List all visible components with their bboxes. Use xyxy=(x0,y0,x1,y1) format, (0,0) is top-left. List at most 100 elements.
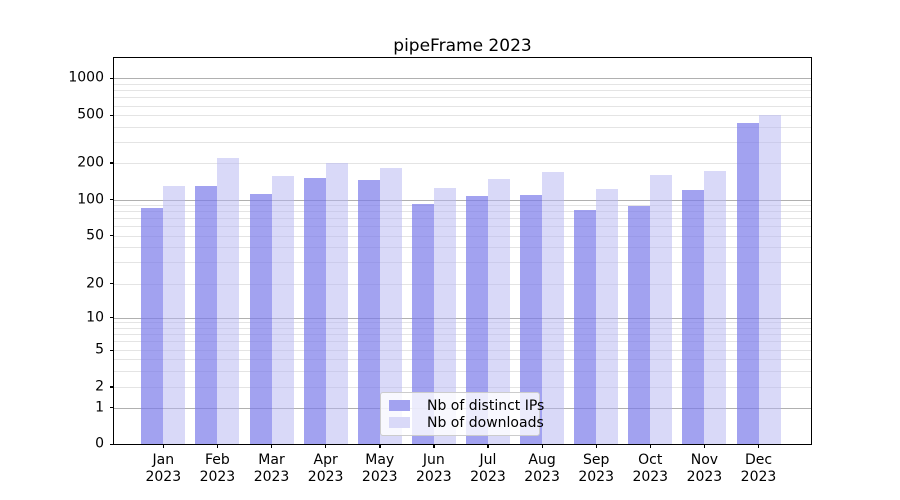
minor-gridline xyxy=(114,247,811,249)
minor-gridline xyxy=(114,283,811,285)
y-tick-label: 20 xyxy=(86,275,104,292)
y-tick-label: 100 xyxy=(77,191,104,208)
minor-gridline xyxy=(114,327,811,329)
bar-downloads xyxy=(650,174,673,444)
y-tick-label: 50 xyxy=(86,227,104,244)
minor-gridline xyxy=(114,262,811,264)
y-tick-label: 2 xyxy=(95,378,104,395)
bar-downloads xyxy=(217,157,240,444)
y-tick-label: 1 xyxy=(95,399,104,416)
x-tick-year: 2023 xyxy=(578,469,614,485)
major-gridline xyxy=(114,78,811,80)
legend-item-downloads: Nb of downloads xyxy=(389,415,544,431)
plot-area: Nb of distinct IPs Nb of downloads 0 1 2 5 1… xyxy=(68,57,812,485)
x-tick-month: Aug xyxy=(528,452,556,468)
bar-downloads xyxy=(325,162,348,444)
minor-gridline xyxy=(114,97,811,99)
bar-downloads xyxy=(163,185,186,444)
x-tick-label: Dec 2023 xyxy=(741,452,777,486)
x-tick-month: Jun xyxy=(422,452,445,468)
x-tick-label: Jan 2023 xyxy=(145,452,181,486)
y-tick-mark xyxy=(110,77,114,80)
bar-distinct-ips xyxy=(249,194,272,444)
x-tick-year: 2023 xyxy=(632,469,669,485)
y-tick-mark xyxy=(110,443,114,445)
y-tick-label: 500 xyxy=(77,107,104,124)
minor-gridline xyxy=(114,226,811,228)
minor-gridline xyxy=(114,341,811,343)
minor-gridline xyxy=(114,90,811,92)
bar-distinct-ips xyxy=(357,179,380,444)
minor-gridline xyxy=(114,334,811,336)
x-tick-label: Feb 2023 xyxy=(200,452,236,486)
x-tick-mark xyxy=(487,444,489,448)
minor-gridline xyxy=(114,126,811,128)
bar-distinct-ips xyxy=(736,123,759,444)
x-tick-mark xyxy=(541,444,543,448)
bar-distinct-ips xyxy=(303,178,326,444)
bar-distinct-ips xyxy=(628,205,651,444)
x-tick-month: Feb xyxy=(205,452,230,468)
major-gridline xyxy=(114,199,811,201)
x-tick-mark xyxy=(379,444,381,448)
minor-gridline xyxy=(114,218,811,220)
minor-gridline xyxy=(114,115,811,117)
x-tick-mark xyxy=(595,444,597,448)
minor-gridline xyxy=(114,370,811,372)
legend-swatch-downloads xyxy=(389,417,410,428)
y-tick-label: 1000 xyxy=(68,69,104,86)
x-tick-month: Apr xyxy=(313,452,338,468)
x-tick-year: 2023 xyxy=(740,469,777,485)
x-tick-month: Sep xyxy=(582,452,610,468)
x-tick-year: 2023 xyxy=(361,469,398,485)
x-tick-mark xyxy=(649,444,652,448)
x-tick-year: 2023 xyxy=(145,469,182,485)
y-tick-mark xyxy=(110,317,114,319)
legend-item-distinct-ips: Nb of distinct IPs xyxy=(389,398,544,414)
x-tick-month: Dec xyxy=(744,452,773,468)
bar-distinct-ips xyxy=(411,203,434,444)
minor-gridline xyxy=(114,141,811,143)
y-tick-mark xyxy=(110,349,114,351)
bar-downloads xyxy=(379,167,402,444)
bar-distinct-ips xyxy=(520,194,543,444)
x-tick-mark xyxy=(216,444,219,448)
x-tick-year: 2023 xyxy=(416,469,452,485)
chart-title: pipeFrame 2023 xyxy=(393,36,532,56)
y-tick-mark xyxy=(110,199,114,201)
x-tick-month: May xyxy=(365,452,395,468)
x-tick-mark xyxy=(758,444,760,448)
minor-gridline xyxy=(114,350,811,351)
bar-downloads xyxy=(542,172,565,444)
y-tick-label: 200 xyxy=(77,154,104,171)
minor-gridline xyxy=(114,358,811,360)
major-gridline xyxy=(114,317,811,319)
x-tick-year: 2023 xyxy=(524,469,560,485)
x-tick-year: 2023 xyxy=(470,469,506,485)
y-tick-label: 10 xyxy=(86,309,104,326)
minor-gridline xyxy=(114,235,811,237)
y-tick-label: 5 xyxy=(95,341,104,358)
x-tick-month: Mar xyxy=(258,452,285,468)
minor-gridline xyxy=(114,211,811,213)
x-tick-label: Apr 2023 xyxy=(308,452,344,486)
x-tick-year: 2023 xyxy=(253,469,290,485)
y-tick-label: 0 xyxy=(95,435,104,452)
bar-distinct-ips xyxy=(195,185,218,444)
minor-gridline xyxy=(114,204,811,206)
minor-gridline xyxy=(114,386,811,388)
bar-downloads xyxy=(704,171,727,444)
x-tick-month: Jul xyxy=(479,452,497,468)
y-tick-mark xyxy=(110,235,114,237)
legend-label: Nb of downloads xyxy=(427,414,544,431)
x-tick-label: Jul 2023 xyxy=(470,452,506,486)
bar-downloads xyxy=(596,188,619,444)
x-tick-label: Jun 2023 xyxy=(416,452,452,486)
x-tick-label: Nov 2023 xyxy=(687,452,723,486)
x-tick-mark xyxy=(433,444,435,448)
y-tick-mark xyxy=(110,114,114,117)
bar-downloads xyxy=(433,187,456,444)
x-tick-mark xyxy=(325,444,327,448)
x-tick-mark xyxy=(703,444,706,448)
y-tick-mark xyxy=(110,407,114,409)
